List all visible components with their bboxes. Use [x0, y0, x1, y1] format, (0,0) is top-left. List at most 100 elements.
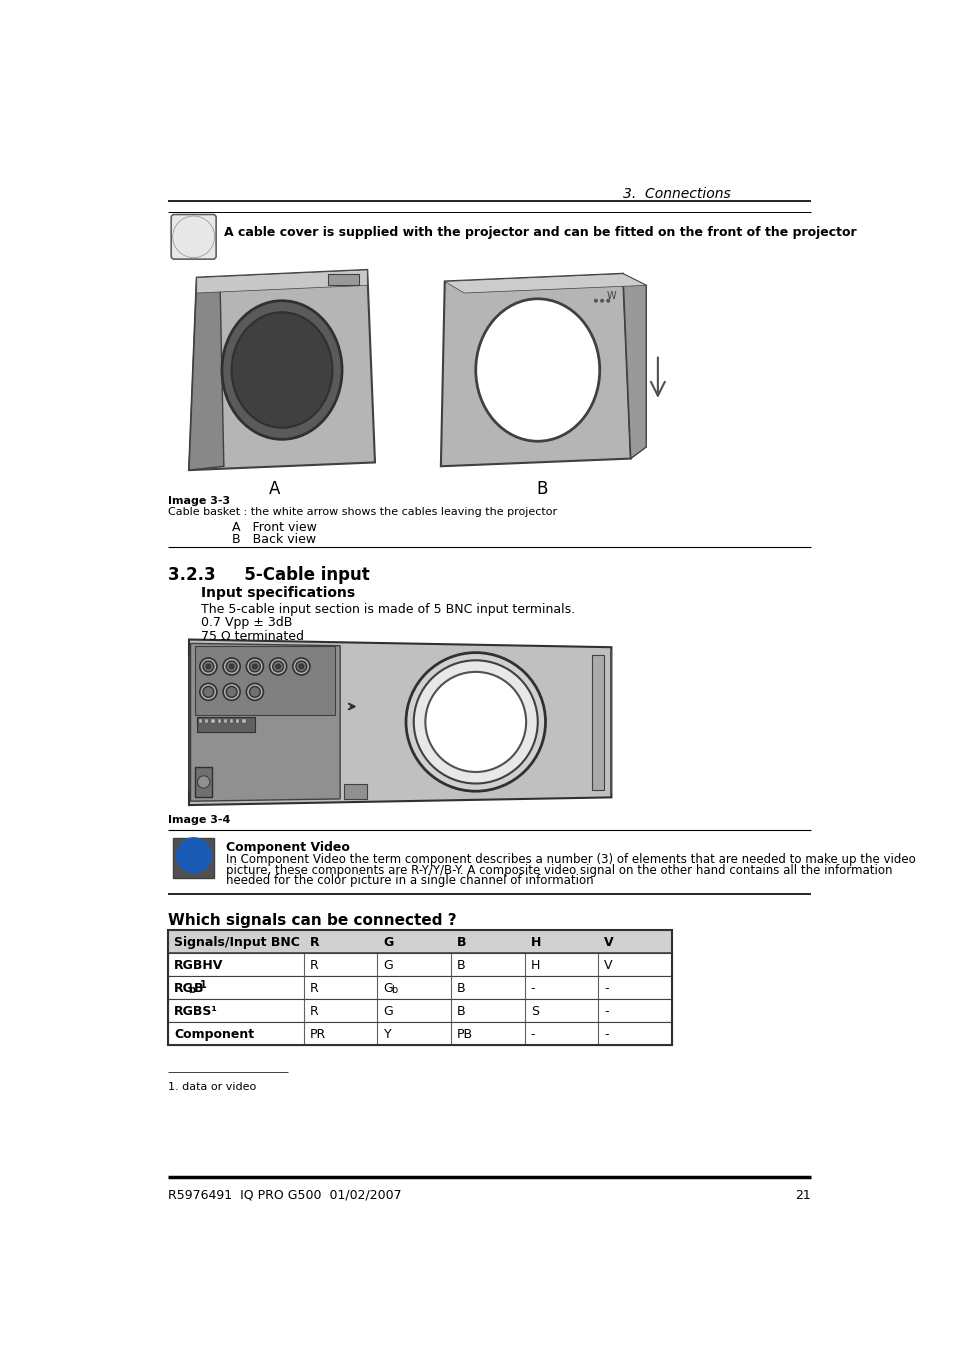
Circle shape — [606, 299, 609, 303]
Circle shape — [425, 671, 525, 771]
Circle shape — [270, 658, 286, 676]
Text: In Component Video the term component describes a number (3) of elements that ar: In Component Video the term component de… — [226, 852, 915, 866]
Circle shape — [223, 684, 240, 700]
Circle shape — [599, 299, 603, 303]
FancyBboxPatch shape — [171, 215, 216, 259]
Bar — [168, 952, 671, 975]
Text: G: G — [383, 936, 394, 948]
Circle shape — [246, 658, 263, 676]
Text: S: S — [530, 1005, 538, 1019]
Text: The 5-cable input section is made of 5 BNC input terminals.: The 5-cable input section is made of 5 B… — [200, 603, 574, 616]
Text: Component: Component — [174, 1028, 254, 1042]
Circle shape — [203, 661, 213, 671]
Text: H: H — [530, 936, 540, 948]
Text: G: G — [383, 959, 393, 973]
Text: B: B — [456, 936, 466, 948]
Circle shape — [298, 665, 303, 669]
Text: R: R — [310, 936, 319, 948]
Text: b: b — [391, 985, 397, 996]
Text: needed for the color picture in a single channel of information: needed for the color picture in a single… — [226, 874, 593, 888]
Circle shape — [249, 661, 260, 671]
Text: Input specifications: Input specifications — [200, 585, 355, 600]
Text: -: - — [530, 982, 535, 996]
Circle shape — [199, 684, 216, 700]
Text: 21: 21 — [795, 1189, 810, 1201]
Polygon shape — [189, 639, 611, 805]
Text: B: B — [193, 982, 203, 996]
Polygon shape — [622, 274, 645, 458]
Text: V: V — [604, 936, 614, 948]
Circle shape — [253, 665, 257, 669]
Bar — [196, 716, 254, 732]
Bar — [195, 646, 335, 715]
Bar — [168, 929, 671, 952]
Text: i: i — [191, 848, 196, 867]
Ellipse shape — [232, 312, 332, 428]
Bar — [242, 719, 245, 723]
Circle shape — [197, 775, 210, 788]
Text: RGBS¹: RGBS¹ — [174, 1005, 218, 1019]
Text: G: G — [383, 1005, 393, 1019]
Bar — [592, 655, 603, 790]
Circle shape — [406, 653, 545, 792]
Text: B: B — [536, 480, 547, 499]
Bar — [224, 719, 227, 723]
Circle shape — [226, 661, 236, 671]
Circle shape — [414, 661, 537, 784]
Text: -: - — [604, 1028, 608, 1042]
Polygon shape — [196, 270, 367, 293]
Circle shape — [226, 686, 236, 697]
Text: Component Video: Component Video — [226, 842, 350, 854]
Ellipse shape — [222, 301, 342, 439]
Circle shape — [295, 661, 307, 671]
Text: A: A — [269, 480, 279, 499]
Polygon shape — [191, 643, 340, 801]
Bar — [195, 766, 212, 797]
Bar — [205, 719, 208, 723]
Circle shape — [246, 684, 263, 700]
Bar — [168, 929, 671, 1046]
Text: R: R — [310, 959, 318, 973]
Text: R: R — [310, 982, 318, 996]
Text: Image 3-3: Image 3-3 — [168, 496, 230, 505]
Circle shape — [275, 665, 280, 669]
Text: R: R — [310, 1005, 318, 1019]
Polygon shape — [444, 274, 645, 293]
Text: RG: RG — [174, 982, 194, 996]
Text: V: V — [604, 959, 612, 973]
Bar — [236, 719, 239, 723]
Text: -: - — [604, 1005, 608, 1019]
Bar — [168, 1000, 671, 1023]
Bar — [344, 784, 367, 798]
Text: RGBHV: RGBHV — [174, 959, 223, 973]
Text: Cable basket : the white arrow shows the cables leaving the projector: Cable basket : the white arrow shows the… — [168, 507, 557, 517]
Text: 75 Ω terminated: 75 Ω terminated — [200, 630, 303, 643]
Text: 3.2.3     5-Cable input: 3.2.3 5-Cable input — [168, 566, 370, 584]
Bar — [230, 719, 233, 723]
Circle shape — [273, 661, 283, 671]
Text: W: W — [606, 292, 616, 301]
Polygon shape — [440, 274, 630, 466]
Text: picture, these components are R-Y/Y/B-Y. A composite video signal on the other h: picture, these components are R-Y/Y/B-Y.… — [226, 863, 892, 877]
Text: B: B — [456, 982, 465, 996]
Text: Y: Y — [383, 1028, 391, 1042]
Text: A cable cover is supplied with the projector and can be fitted on the front of t: A cable cover is supplied with the proje… — [224, 226, 856, 239]
Text: R5976491  IQ PRO G500  01/02/2007: R5976491 IQ PRO G500 01/02/2007 — [168, 1189, 401, 1201]
Circle shape — [223, 658, 240, 676]
Text: Which signals can be connected ?: Which signals can be connected ? — [168, 913, 456, 928]
Text: PB: PB — [456, 1028, 473, 1042]
Bar — [212, 719, 214, 723]
Text: A   Front view: A Front view — [232, 521, 316, 534]
Bar — [173, 838, 213, 878]
Polygon shape — [189, 277, 224, 470]
Text: H: H — [530, 959, 539, 973]
Text: G: G — [383, 982, 393, 996]
Circle shape — [176, 838, 211, 871]
Text: Image 3-4: Image 3-4 — [168, 815, 231, 825]
Circle shape — [203, 686, 213, 697]
Bar — [168, 975, 671, 1000]
Bar — [217, 719, 220, 723]
Text: 0.7 Vpp ± 3dB: 0.7 Vpp ± 3dB — [200, 616, 292, 630]
Circle shape — [594, 299, 597, 303]
Text: 3.  Connections: 3. Connections — [622, 186, 730, 201]
